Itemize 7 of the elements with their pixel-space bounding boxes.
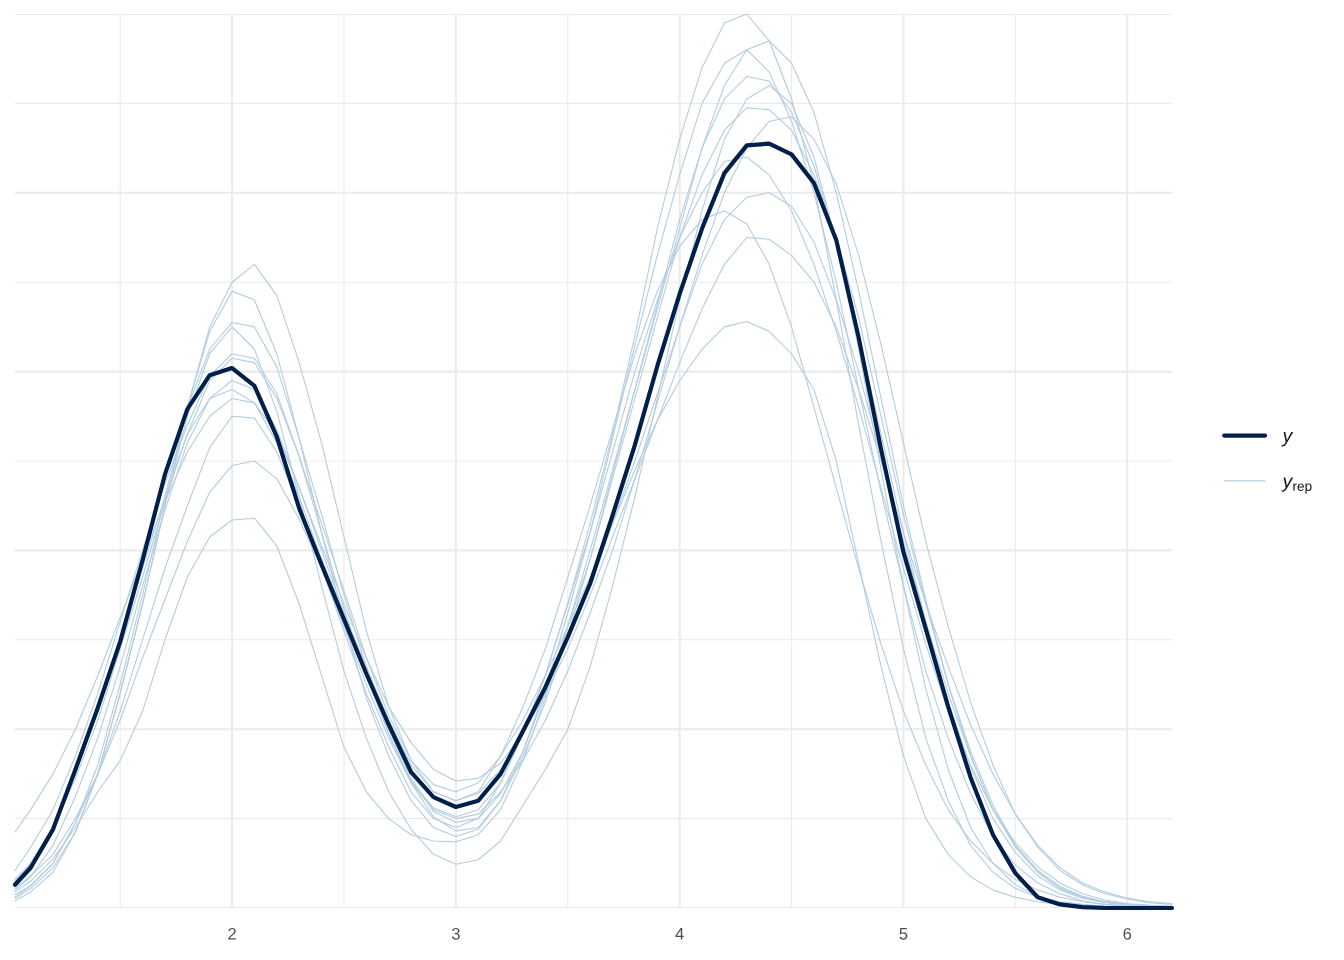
x-tick-label: 3: [451, 927, 460, 940]
x-tick-label: 5: [899, 928, 908, 940]
legend-label: y$_{rep}$: [1281, 477, 1312, 494]
legend-label: y: [1281, 432, 1294, 447]
x-tick-label: 4: [675, 928, 684, 940]
x-tick-label: 2: [228, 927, 236, 940]
x-tick-label: 6: [1123, 927, 1132, 940]
